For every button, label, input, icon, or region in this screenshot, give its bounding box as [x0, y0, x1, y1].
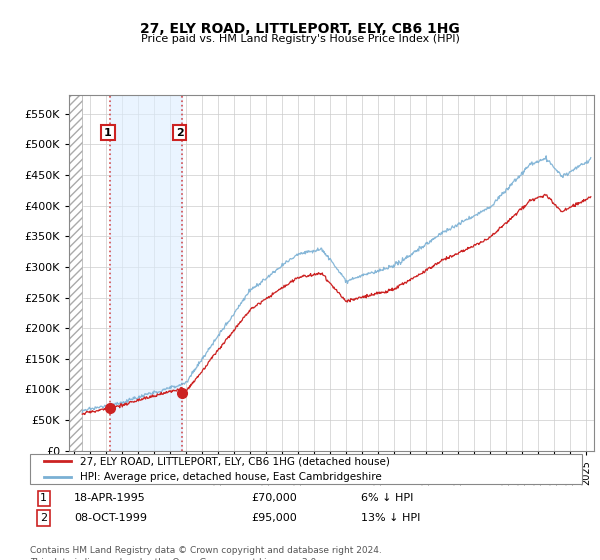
Text: 1: 1 — [104, 128, 112, 138]
Text: £70,000: £70,000 — [251, 493, 296, 503]
FancyBboxPatch shape — [30, 454, 582, 484]
Text: Price paid vs. HM Land Registry's House Price Index (HPI): Price paid vs. HM Land Registry's House … — [140, 34, 460, 44]
Text: 6% ↓ HPI: 6% ↓ HPI — [361, 493, 413, 503]
Bar — [69, 95, 82, 451]
Text: Contains HM Land Registry data © Crown copyright and database right 2024.
This d: Contains HM Land Registry data © Crown c… — [30, 546, 382, 560]
Text: 13% ↓ HPI: 13% ↓ HPI — [361, 513, 421, 523]
Text: 18-APR-1995: 18-APR-1995 — [74, 493, 146, 503]
Text: 1: 1 — [40, 493, 47, 503]
Text: 27, ELY ROAD, LITTLEPORT, ELY, CB6 1HG: 27, ELY ROAD, LITTLEPORT, ELY, CB6 1HG — [140, 22, 460, 36]
Text: £95,000: £95,000 — [251, 513, 296, 523]
Bar — [110, 95, 182, 451]
Text: 27, ELY ROAD, LITTLEPORT, ELY, CB6 1HG (detached house): 27, ELY ROAD, LITTLEPORT, ELY, CB6 1HG (… — [80, 456, 389, 466]
Text: 2: 2 — [176, 128, 184, 138]
Text: 2: 2 — [40, 513, 47, 523]
Bar — [69, 95, 82, 451]
Text: HPI: Average price, detached house, East Cambridgeshire: HPI: Average price, detached house, East… — [80, 472, 382, 482]
Text: 08-OCT-1999: 08-OCT-1999 — [74, 513, 147, 523]
